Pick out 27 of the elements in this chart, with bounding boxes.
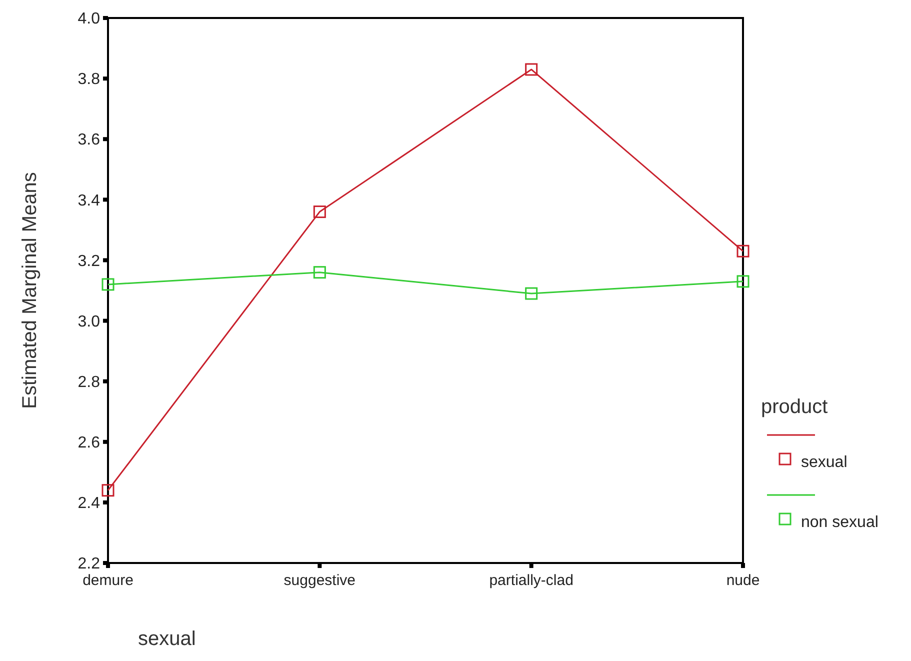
y-tick-label: 4.0 — [78, 10, 100, 28]
y-tick-label: 3.0 — [78, 313, 100, 330]
x-tick-label: demure — [82, 572, 134, 589]
y-tick-label: 3.6 — [78, 132, 100, 149]
point — [736, 244, 750, 258]
legend-label: non sexual — [801, 514, 878, 531]
x-tick-label: suggestive — [284, 572, 356, 589]
y-tick-label: 2.8 — [78, 374, 100, 391]
point — [525, 63, 538, 76]
y-tick-label: 3.8 — [78, 71, 100, 88]
legend-title: product — [761, 396, 828, 418]
x-tick-label: nude — [726, 572, 760, 589]
y-tick-label: 3.4 — [78, 192, 100, 210]
x-axis-title: sexual — [138, 628, 196, 650]
point — [525, 287, 538, 300]
point — [736, 275, 750, 288]
point — [102, 278, 114, 291]
y-tick-label: 2.6 — [78, 434, 100, 452]
legend-label: sexual — [801, 454, 848, 471]
y-tick-label: 2.4 — [78, 495, 100, 512]
y-tick-label: 2.2 — [78, 556, 100, 573]
x-tick-label: partially-clad — [489, 572, 574, 589]
y-tick-label: 3.2 — [78, 252, 100, 270]
point — [102, 484, 114, 497]
y-axis-title: Estimated Marginal Means — [19, 172, 41, 409]
point — [313, 206, 326, 218]
point — [313, 266, 326, 279]
